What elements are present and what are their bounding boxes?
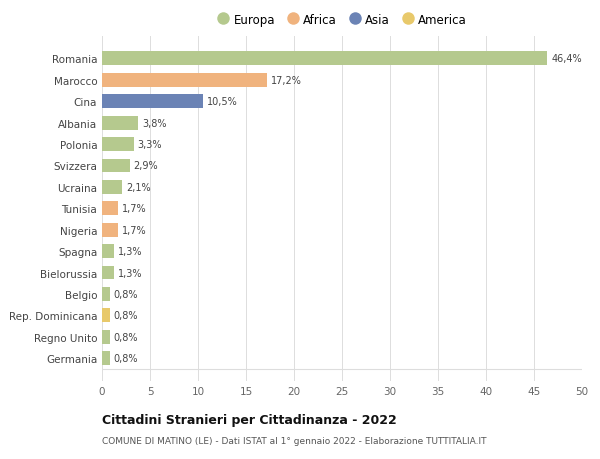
Text: 0,8%: 0,8% xyxy=(113,311,138,321)
Text: 10,5%: 10,5% xyxy=(206,97,238,107)
Text: 1,3%: 1,3% xyxy=(118,246,143,257)
Bar xyxy=(102,95,203,109)
Text: 3,3%: 3,3% xyxy=(137,140,162,150)
Bar xyxy=(102,330,110,344)
Text: 1,3%: 1,3% xyxy=(118,268,143,278)
Bar xyxy=(102,202,118,216)
Text: 2,1%: 2,1% xyxy=(126,183,151,192)
Bar xyxy=(102,309,110,323)
Bar xyxy=(102,117,139,130)
Bar xyxy=(102,266,115,280)
Bar xyxy=(102,352,110,365)
Bar xyxy=(102,159,130,173)
Text: 46,4%: 46,4% xyxy=(551,54,582,64)
Bar xyxy=(102,287,110,301)
Bar xyxy=(102,223,118,237)
Text: COMUNE DI MATINO (LE) - Dati ISTAT al 1° gennaio 2022 - Elaborazione TUTTITALIA.: COMUNE DI MATINO (LE) - Dati ISTAT al 1°… xyxy=(102,436,487,445)
Text: 0,8%: 0,8% xyxy=(113,353,138,364)
Bar xyxy=(102,180,122,195)
Text: 0,8%: 0,8% xyxy=(113,332,138,342)
Text: Cittadini Stranieri per Cittadinanza - 2022: Cittadini Stranieri per Cittadinanza - 2… xyxy=(102,413,397,426)
Text: 2,9%: 2,9% xyxy=(134,161,158,171)
Bar xyxy=(102,138,134,152)
Bar xyxy=(102,245,115,258)
Text: 0,8%: 0,8% xyxy=(113,289,138,299)
Text: 1,7%: 1,7% xyxy=(122,204,147,214)
Legend: Europa, Africa, Asia, America: Europa, Africa, Asia, America xyxy=(215,11,470,29)
Text: 3,8%: 3,8% xyxy=(142,118,167,129)
Text: 17,2%: 17,2% xyxy=(271,76,302,86)
Bar xyxy=(102,52,547,66)
Bar xyxy=(102,74,267,88)
Text: 1,7%: 1,7% xyxy=(122,225,147,235)
